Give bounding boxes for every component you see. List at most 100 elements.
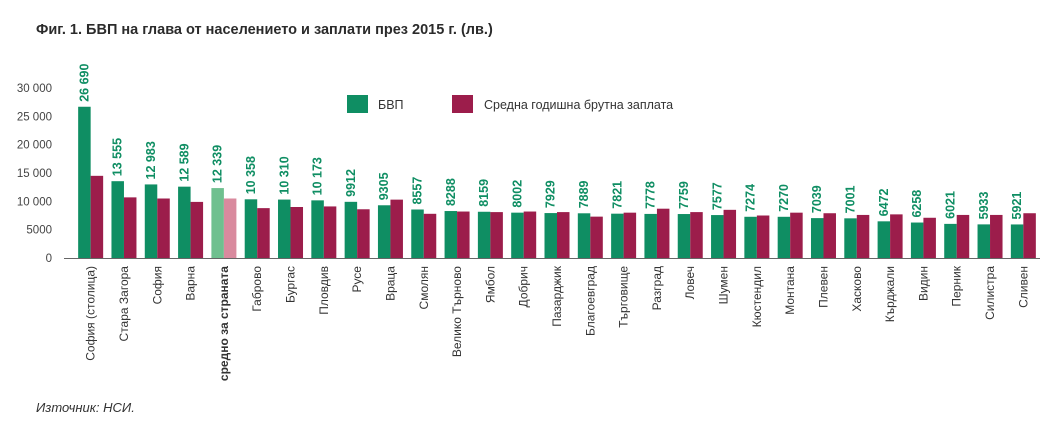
category-label: Перник [950,265,964,306]
wage-bar [223,198,237,258]
gdp-bar [611,213,624,258]
y-tick-label: 30 000 [17,83,52,95]
gdp-bar [944,223,957,258]
wage-bar [1023,213,1036,258]
wage-bar [323,206,337,258]
wage-bar [123,197,137,258]
gdp-bar [311,200,324,258]
wage-bar [357,209,370,258]
category-label: Ловеч [683,266,697,299]
gdp-bar [411,209,424,258]
chart-title: Фиг. 1. БВП на глава от населението и за… [36,22,493,38]
gdp-bar [877,221,891,258]
gdp-data-label: 12 589 [177,143,191,181]
category-label: Варна [184,266,198,301]
gdp-bar [810,218,824,258]
category-label: Габрово [250,266,264,312]
gdp-bar [477,211,491,258]
category-label: Бургас [284,266,298,303]
legend-label-gdp: БВП [378,98,404,112]
wage-bar [557,212,570,258]
y-tick-label: 10 000 [17,196,52,208]
category-label: Хасково [850,266,864,312]
gdp-bar [544,213,557,258]
legend-swatch-wage [452,95,473,113]
gdp-data-label: 8557 [411,177,425,205]
gdp-bar [677,214,691,258]
gdp-bar [744,216,757,258]
category-label: Силистра [983,266,997,320]
category-label: Кърджали [883,266,897,322]
category-label: Разград [650,266,664,310]
gdp-bar [577,213,591,258]
wage-bar [423,213,437,258]
wage-bar [823,213,836,258]
gdp-bar [211,188,224,258]
category-label: Видин [916,266,930,301]
gdp-bar [278,199,291,258]
gdp-bar [977,224,991,258]
gdp-data-label: 7889 [577,180,591,208]
wage-bar [956,214,970,258]
gdp-data-label: 13 555 [111,138,125,176]
gdp-bar [78,106,91,258]
gdp-bar [444,211,458,258]
wage-bar [90,175,104,258]
category-label: Шумен [717,266,731,304]
gdp-bar [511,212,524,258]
wage-bar [390,199,403,258]
gdp-bar [777,216,791,258]
category-label: Добрич [517,266,531,307]
gdp-data-label: 7759 [677,181,691,209]
category-label: Велико Търново [450,266,464,357]
wage-bar [457,211,470,258]
wage-bar [623,212,637,258]
gdp-bar [377,205,391,258]
legend-swatch-gdp [347,95,368,113]
wage-bar [756,215,770,258]
wage-bar [856,214,870,258]
gdp-bar [144,184,158,258]
wage-bar [290,207,304,258]
gdp-data-label: 7001 [844,185,858,213]
wage-bar [656,208,670,258]
gdp-data-label: 7577 [710,182,724,210]
category-label: Пловдив [317,266,331,315]
gdp-bar [344,201,358,258]
gdp-data-label: 7270 [777,184,791,212]
gdp-data-label: 10 173 [311,157,325,195]
gdp-data-label: 5933 [977,192,991,220]
category-label: Ямбол [483,266,497,303]
category-label: Монтана [783,266,797,315]
gdp-bar [844,218,857,258]
wage-bar [257,208,270,258]
wage-bar [490,212,503,258]
wage-bar [890,214,903,258]
source-note: Източник: НСИ. [36,400,135,415]
gdp-bar [711,215,724,258]
category-label: Кюстендил [750,266,764,327]
y-tick-label: 5000 [26,225,52,237]
gdp-data-label: 7778 [644,181,658,209]
wage-bar [990,214,1003,258]
y-tick-label: 20 000 [17,140,52,152]
legend-label-wage: Средна годишна брутна заплата [484,98,673,112]
wage-bar [790,212,803,258]
gdp-data-label: 9305 [377,172,391,200]
category-label: Благоевград [583,266,597,336]
category-label: Пазарджик [550,265,564,326]
wage-bar [523,211,537,258]
wage-bar [923,217,936,258]
category-label: Русе [350,266,364,293]
category-label: Плевен [816,266,830,308]
gdp-bar [178,186,191,258]
gdp-data-label: 8002 [510,180,524,208]
category-label: София [150,266,164,304]
gdp-data-label: 7274 [744,184,758,212]
gdp-data-label: 7039 [810,185,824,213]
y-tick-label: 0 [46,253,52,265]
gdp-data-label: 6021 [943,191,957,219]
gdp-data-label: 8159 [477,179,491,207]
wage-bar [157,198,170,258]
